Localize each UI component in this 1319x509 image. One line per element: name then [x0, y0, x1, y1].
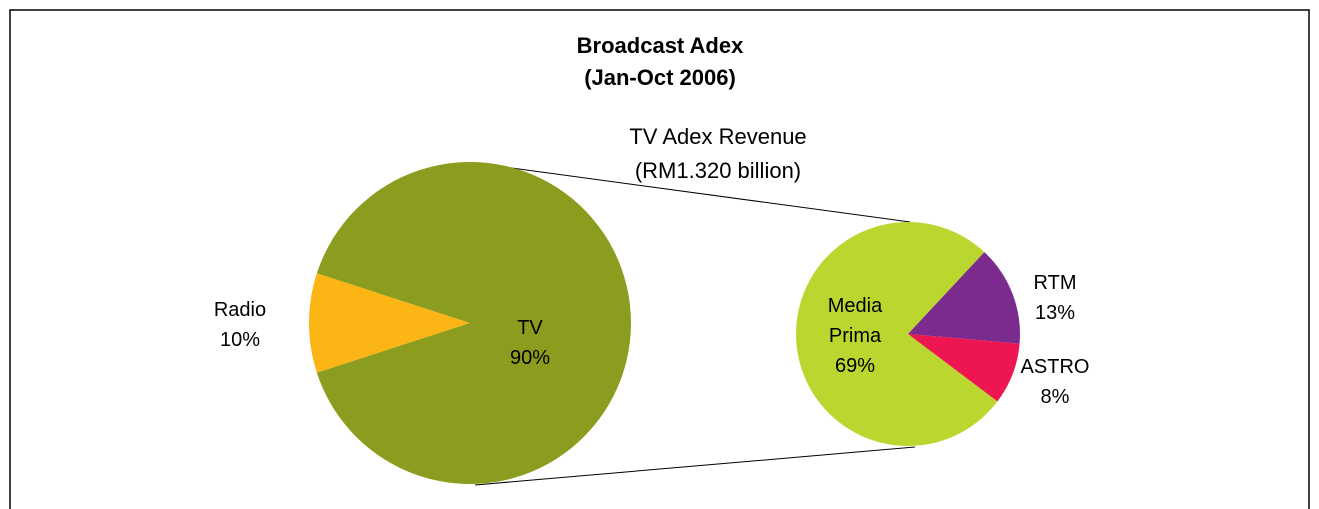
title-line: TV Adex Revenue — [629, 124, 807, 149]
data-label: Radio 10% — [180, 295, 300, 355]
category-label: RTM — [1033, 272, 1077, 294]
category-label: ASTRO — [1020, 356, 1090, 378]
title-line: (RM1.320 billion) — [634, 158, 802, 183]
pie-slice — [316, 162, 631, 484]
connector — [474, 162, 911, 223]
value-label: 10% — [219, 329, 261, 351]
sub-pie-title: TV Adex Revenue (RM1.320 billion) — [629, 120, 806, 188]
pie-slice — [796, 222, 998, 447]
connector — [474, 446, 916, 486]
data-label: Media Prima 69% — [810, 291, 900, 381]
data-label: TV 90% — [470, 313, 590, 373]
value-label: 90% — [509, 347, 551, 369]
frame — [9, 9, 1310, 509]
pie-slice — [908, 252, 1020, 344]
value-label: 8% — [1040, 386, 1070, 408]
category-label: Media Prima — [827, 295, 883, 347]
data-label: RTM 13% — [1010, 268, 1100, 328]
value-label: 69% — [834, 355, 876, 377]
category-label: TV — [517, 317, 543, 339]
pie-slice — [309, 273, 470, 373]
chart-title: Broadcast Adex (Jan-Oct 2006) — [577, 30, 744, 94]
title-line: (Jan-Oct 2006) — [584, 65, 736, 90]
value-label: 13% — [1034, 302, 1076, 324]
title-line: Broadcast Adex — [576, 33, 744, 58]
category-label: Radio — [213, 299, 267, 321]
data-label: ASTRO 8% — [1010, 352, 1100, 412]
pie-slice — [908, 334, 1020, 402]
